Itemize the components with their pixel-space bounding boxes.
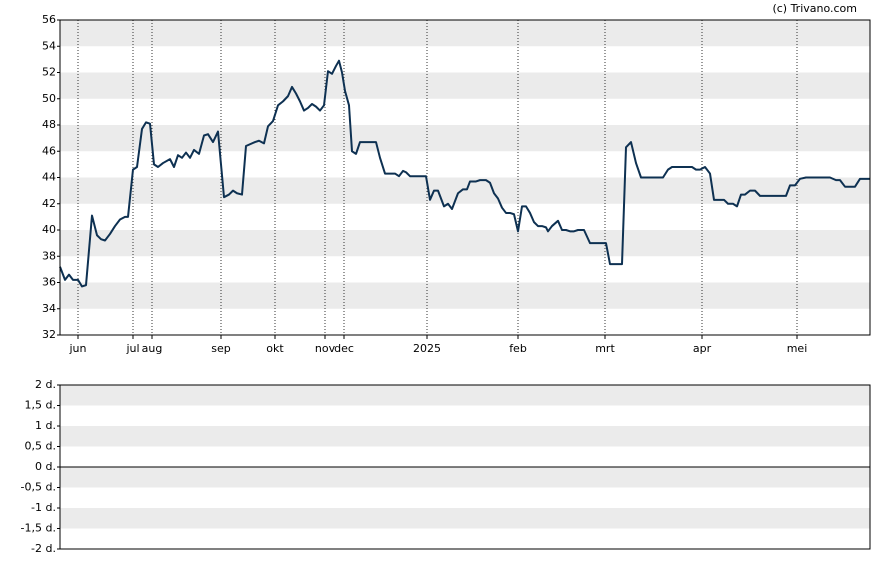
y-tick-label: -0,5 d. [21,481,56,494]
y-tick-label: -1,5 d. [21,522,56,535]
y-tick-label: 46 [42,144,56,157]
grid-band [60,177,870,204]
plot-frame [59,384,871,550]
x-tick-label: mrt [595,342,615,355]
grid-band [60,426,870,447]
x-tick-label: sep [211,342,230,355]
y-tick-label: 56 [42,13,56,26]
x-tick-label: dec [334,342,354,355]
y-tick-label: 52 [42,66,56,79]
grid-band [60,20,870,47]
y-tick-label: 38 [42,249,56,262]
y-tick-label: 48 [42,118,56,131]
grid-band [60,508,870,529]
y-tick-label: 1,5 d. [25,399,56,412]
x-tick-label: mei [787,342,808,355]
x-tick-label: nov [315,342,336,355]
y-tick-label: 40 [42,223,56,236]
y-tick-label: 50 [42,92,56,105]
x-tick-label: okt [266,342,284,355]
x-tick-label: feb [509,342,527,355]
y-tick-label: 2 d. [35,378,56,391]
plot-frame [59,19,871,336]
y-tick-label: 0 d. [35,460,56,473]
y-tick-label: 42 [42,197,56,210]
x-tick-label: jul [125,342,139,355]
y-tick-label: 0,5 d. [25,440,56,453]
y-tick-label: 32 [42,328,56,341]
x-tick-label: 2025 [413,342,441,355]
y-tick-label: -1 d. [31,501,56,514]
grid-band [60,72,870,99]
y-tick-label: 1 d. [35,419,56,432]
grid-band [60,385,870,406]
y-tick-label: -2 d. [31,542,56,555]
grid-band [60,467,870,488]
credit: (c) Trivano.com [772,2,857,15]
grid-band [60,125,870,152]
x-tick-label: aug [142,342,163,355]
price-line [59,59,870,288]
y-tick-label: 36 [42,276,56,289]
y-tick-label: 54 [42,39,56,52]
x-tick-label: jun [69,342,87,355]
x-tick-label: apr [693,342,712,355]
y-tick-label: 44 [42,171,56,184]
y-tick-label: 34 [42,302,56,315]
grid-band [60,230,870,257]
grid-band [60,282,870,309]
